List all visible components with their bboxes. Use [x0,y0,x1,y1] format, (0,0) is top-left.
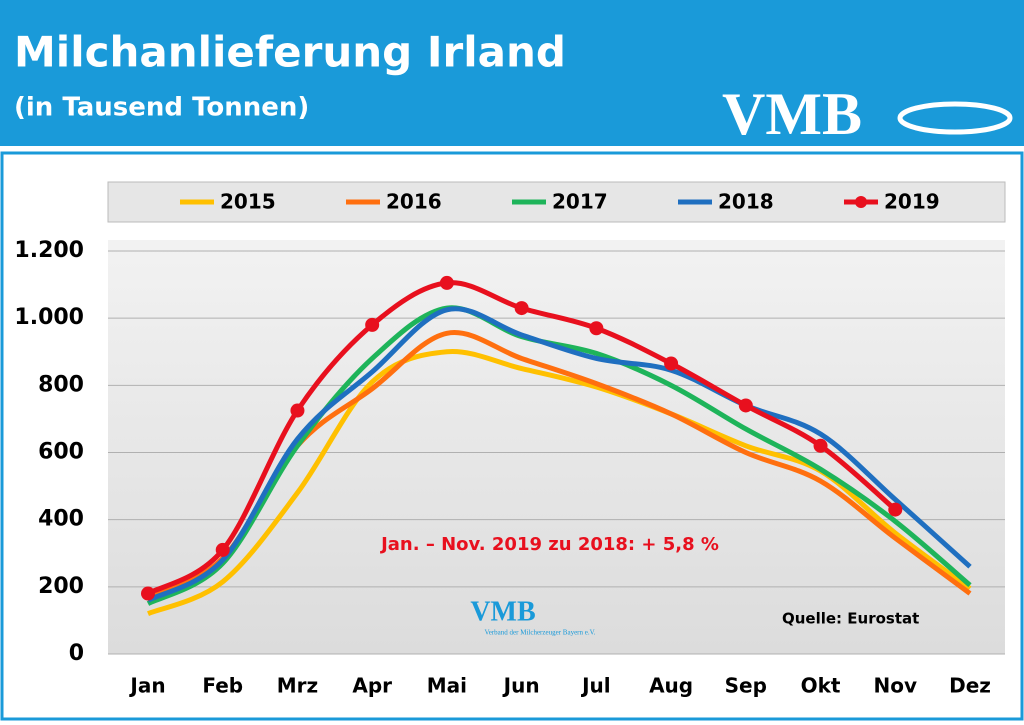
legend-label: 2017 [552,190,608,214]
x-tick-label: Apr [352,674,392,698]
x-tick-label: Sep [725,674,767,698]
x-tick-label: Aug [649,674,693,698]
series-line [146,280,897,596]
y-tick-label: 1.000 [14,305,84,330]
y-tick-label: 400 [38,507,84,532]
brand-small: VMB [470,596,535,627]
x-tick-label: Jul [580,674,611,698]
y-tick-label: 200 [38,574,84,599]
x-tick-label: Dez [949,674,991,698]
data-point [589,321,604,336]
data-point [813,438,828,453]
annotation: Jan. – Nov. 2019 zu 2018: + 5,8 % [379,534,719,555]
brand-small-subtitle: Verband der Milcherzeuger Bayern e.V. [484,629,595,637]
data-point [738,398,753,413]
chart-subtitle: (in Tausend Tonnen) [14,93,309,123]
data-point [365,317,380,332]
legend-label: 2016 [386,190,442,214]
x-tick-label: Jun [502,674,540,698]
x-tick-label: Mrz [277,674,318,698]
legend-marker [855,196,867,208]
brand-logo: VMB [722,81,862,147]
y-tick-label: 1.200 [14,238,84,263]
data-point [664,356,679,371]
y-tick-label: 800 [38,372,84,397]
data-point [141,586,155,601]
y-tick-label: 0 [69,641,84,666]
legend-label: 2015 [220,190,276,214]
x-tick-label: Okt [801,674,841,698]
data-point [888,502,903,517]
data-point [514,301,529,316]
x-tick-label: Mai [427,674,467,698]
x-tick-label: Feb [202,674,243,698]
legend-label: 2018 [718,190,774,214]
source-note: Quelle: Eurostat [782,610,919,628]
data-point [215,542,230,557]
plot-area [108,240,1005,654]
chart-title: Milchanlieferung Irland [14,28,566,77]
header-band [0,0,1024,146]
series-line [146,306,972,603]
x-tick-label: Nov [874,674,918,698]
data-point [439,275,454,290]
x-tick-label: Jan [128,674,165,698]
data-point [290,403,305,418]
y-tick-label: 600 [38,440,84,465]
logo-swirl [897,101,1013,135]
legend-label: 2019 [884,190,940,214]
